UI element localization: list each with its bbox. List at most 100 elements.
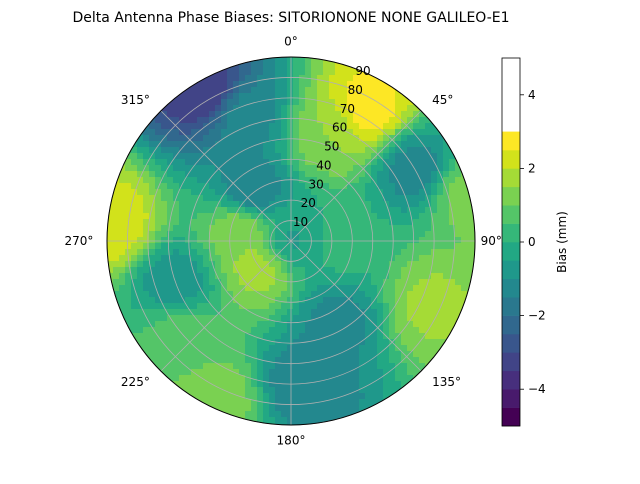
field-cell xyxy=(245,291,252,298)
field-cell xyxy=(155,183,162,190)
field-cell xyxy=(395,243,402,250)
field-cell xyxy=(413,327,420,334)
field-cell xyxy=(425,207,432,214)
field-cell xyxy=(173,351,180,358)
field-cell xyxy=(359,297,366,304)
field-cell xyxy=(431,351,438,358)
field-cell xyxy=(335,165,342,172)
field-cell xyxy=(269,207,276,214)
field-cell xyxy=(293,159,300,166)
field-cell xyxy=(407,219,414,226)
field-cell xyxy=(239,309,246,316)
field-cell xyxy=(365,219,372,226)
field-cell xyxy=(407,273,414,280)
field-cell xyxy=(329,93,336,100)
field-cell xyxy=(221,273,228,280)
field-cell xyxy=(149,225,156,232)
field-cell xyxy=(299,327,306,334)
field-cell xyxy=(287,117,294,124)
field-cell xyxy=(173,177,180,184)
field-cell xyxy=(323,111,330,118)
field-cell xyxy=(167,249,174,256)
field-cell xyxy=(155,219,162,226)
radial-tick-label: 50 xyxy=(324,140,339,154)
field-cell xyxy=(299,399,306,406)
field-cell xyxy=(395,99,402,106)
field-cell xyxy=(227,363,234,370)
field-cell xyxy=(167,165,174,172)
field-cell xyxy=(185,99,192,106)
field-cell xyxy=(371,123,378,130)
field-cell xyxy=(377,267,384,274)
field-cell xyxy=(233,93,240,100)
field-cell xyxy=(389,153,396,160)
field-cell xyxy=(239,165,246,172)
field-cell xyxy=(383,327,390,334)
field-cell xyxy=(221,363,228,370)
field-cell xyxy=(413,129,420,136)
field-cell xyxy=(419,213,426,220)
field-cell xyxy=(353,381,360,388)
field-cell xyxy=(149,267,156,274)
field-cell xyxy=(305,243,312,250)
field-cell xyxy=(269,117,276,124)
field-cell xyxy=(353,255,360,262)
field-cell xyxy=(143,321,150,328)
field-cell xyxy=(407,297,414,304)
field-cell xyxy=(293,411,300,418)
field-cell xyxy=(203,309,210,316)
field-cell xyxy=(269,171,276,178)
field-cell xyxy=(347,369,354,376)
field-cell xyxy=(221,225,228,232)
field-cell xyxy=(197,87,204,94)
field-cell xyxy=(401,363,408,370)
field-cell xyxy=(221,393,228,400)
field-cell xyxy=(251,393,258,400)
field-cell xyxy=(347,411,354,418)
field-cell xyxy=(293,123,300,130)
field-cell xyxy=(221,291,228,298)
field-cell xyxy=(281,201,288,208)
field-cell xyxy=(269,309,276,316)
field-cell xyxy=(233,261,240,268)
field-cell xyxy=(353,87,360,94)
field-cell xyxy=(155,345,162,352)
field-cell xyxy=(293,93,300,100)
field-cell xyxy=(155,303,162,310)
field-cell xyxy=(371,387,378,394)
field-cell xyxy=(317,393,324,400)
field-cell xyxy=(143,183,150,190)
field-cell xyxy=(275,387,282,394)
field-cell xyxy=(167,339,174,346)
field-cell xyxy=(455,309,462,316)
field-cell xyxy=(389,231,396,238)
field-cell xyxy=(419,351,426,358)
field-cell xyxy=(251,117,258,124)
field-cell xyxy=(353,207,360,214)
field-cell xyxy=(221,117,228,124)
polar-tick-labels: 0°45°90°135°180°225°270°315°102030405060… xyxy=(64,34,501,447)
field-cell xyxy=(389,207,396,214)
field-cell xyxy=(275,63,282,70)
field-cell xyxy=(305,309,312,316)
field-cell xyxy=(185,273,192,280)
field-cell xyxy=(425,153,432,160)
field-cell xyxy=(209,279,216,286)
field-cell xyxy=(395,357,402,364)
field-cell xyxy=(311,123,318,130)
field-cell xyxy=(233,219,240,226)
field-cell xyxy=(365,87,372,94)
field-cell xyxy=(377,177,384,184)
field-cell xyxy=(269,333,276,340)
field-cell xyxy=(347,261,354,268)
field-cell xyxy=(305,123,312,130)
field-cell xyxy=(281,63,288,70)
field-cell xyxy=(257,129,264,136)
field-cell xyxy=(419,297,426,304)
field-cell xyxy=(221,207,228,214)
field-cell xyxy=(245,309,252,316)
field-cell xyxy=(311,273,318,280)
field-cell xyxy=(461,189,468,196)
field-cell xyxy=(449,273,456,280)
field-cell xyxy=(377,141,384,148)
